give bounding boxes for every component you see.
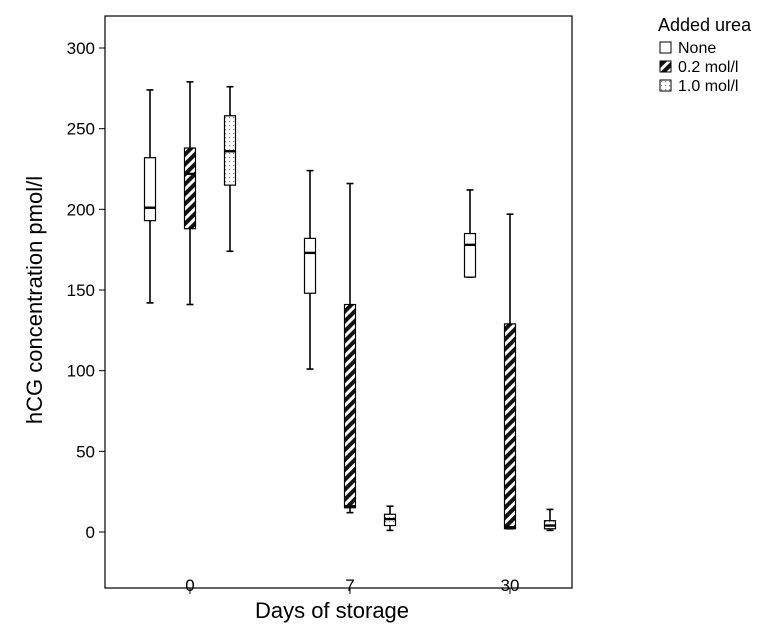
legend-swatch — [659, 79, 672, 92]
legend-entry-label: 0.2 mol/l — [678, 59, 738, 76]
legend-swatch — [659, 41, 672, 54]
y-tick-label: 100 — [67, 362, 95, 381]
x-tick-label: 0 — [185, 576, 194, 595]
y-tick-label: 200 — [67, 200, 95, 219]
legend-swatch — [659, 60, 672, 73]
box-iqr — [343, 303, 357, 509]
box-hatch-30 — [503, 213, 517, 530]
box-none-30 — [463, 189, 477, 278]
y-axis-title: hCG concentration pmol/l — [22, 176, 47, 424]
legend-title: Added urea — [658, 15, 752, 35]
legend: Added urea None 0.2 mol/l 1.0 mol/l — [658, 15, 752, 95]
y-tick-label: 0 — [86, 523, 95, 542]
box-iqr — [143, 157, 157, 222]
legend-entry-label: None — [678, 40, 716, 57]
y-tick-label: 50 — [76, 442, 95, 461]
y-axis: 0 50 100 150 200 250 300 — [67, 39, 105, 542]
box-hatch-7 — [343, 182, 357, 514]
box-none-0 — [143, 89, 157, 304]
x-tick-label: 7 — [345, 576, 354, 595]
box-none-7 — [303, 169, 317, 370]
box-iqr — [503, 323, 517, 530]
x-axis: 0 7 30 — [185, 576, 519, 595]
box-iqr — [183, 147, 197, 230]
x-tick-label: 30 — [501, 576, 520, 595]
box-dotted-0 — [223, 85, 237, 253]
box-dotted-30 — [543, 508, 557, 532]
box-dotted-7 — [383, 505, 397, 532]
y-tick-label: 250 — [67, 120, 95, 139]
plot-frame — [104, 15, 573, 589]
x-axis-title: Days of storage — [255, 598, 409, 623]
box-series-group — [143, 81, 557, 532]
y-tick-label: 150 — [67, 281, 95, 300]
legend-entry-label: 1.0 mol/l — [678, 78, 738, 95]
box-hatch-0 — [183, 81, 197, 306]
y-tick-label: 300 — [67, 39, 95, 58]
box-iqr — [303, 237, 317, 294]
box-iqr — [463, 232, 477, 278]
